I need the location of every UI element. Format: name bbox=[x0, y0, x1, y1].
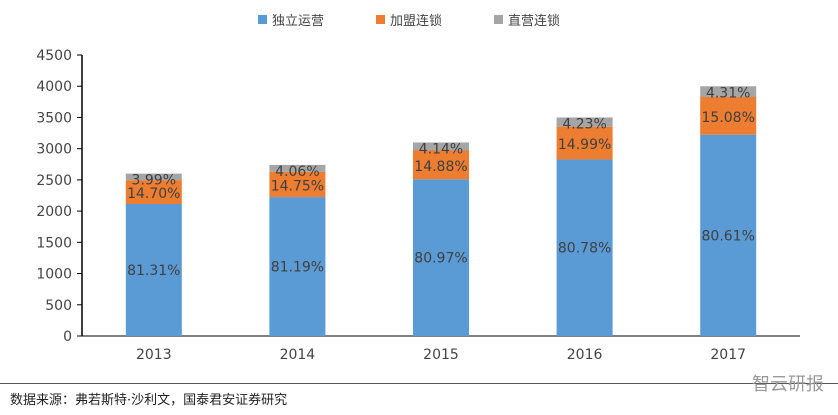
bar-segment bbox=[269, 164, 326, 172]
bar-segment bbox=[413, 142, 469, 151]
data-label: 81.31% bbox=[127, 263, 180, 279]
y-tick-label: 3500 bbox=[36, 110, 72, 126]
x-tick-label: 2014 bbox=[280, 347, 316, 363]
y-tick-label: 1000 bbox=[36, 267, 72, 283]
legend-swatch bbox=[376, 15, 385, 24]
legend-label: 直营连锁 bbox=[508, 13, 560, 29]
bar-segment bbox=[700, 134, 757, 336]
watermark: 智云研报 bbox=[752, 374, 824, 395]
footer-divider bbox=[0, 383, 838, 384]
y-tick-label: 3000 bbox=[36, 142, 72, 158]
y-tick-label: 1500 bbox=[36, 235, 72, 251]
y-tick-label: 4500 bbox=[36, 48, 72, 64]
bar-segment bbox=[269, 197, 326, 336]
data-label: 14.70% bbox=[127, 186, 180, 202]
bar-segment bbox=[125, 180, 182, 204]
data-label: 3.99% bbox=[132, 173, 176, 189]
bar-segment bbox=[556, 126, 613, 160]
data-label: 14.88% bbox=[414, 159, 467, 175]
y-tick-label: 4000 bbox=[36, 79, 72, 95]
source-note: 数据来源：弗若斯特·沙利文，国泰君安证券研究 bbox=[10, 393, 288, 408]
x-tick-label: 2017 bbox=[710, 347, 746, 363]
data-label: 81.19% bbox=[271, 260, 324, 276]
bar-segment bbox=[556, 159, 613, 336]
data-label: 4.14% bbox=[419, 141, 463, 157]
bar-segment bbox=[125, 173, 182, 181]
data-label: 4.06% bbox=[275, 164, 319, 180]
data-label: 80.78% bbox=[558, 241, 611, 257]
legend-label: 独立运营 bbox=[272, 14, 324, 29]
bar-segment bbox=[556, 117, 613, 127]
x-tick-label: 2013 bbox=[136, 347, 172, 363]
data-label: 15.08% bbox=[702, 110, 755, 126]
legend-label: 加盟连锁 bbox=[390, 13, 442, 29]
data-label: 14.75% bbox=[271, 178, 324, 194]
data-label: 4.31% bbox=[706, 85, 750, 101]
legend-swatch bbox=[258, 15, 267, 24]
x-tick-label: 2015 bbox=[423, 347, 459, 363]
y-tick-label: 500 bbox=[45, 298, 72, 314]
data-label: 80.61% bbox=[702, 228, 755, 244]
y-tick-label: 2000 bbox=[36, 204, 72, 220]
x-tick-label: 2016 bbox=[567, 347, 603, 363]
stacked-bar-chart: 0 500 1000 1500 2000 2500 3000 3500 4000 4500 2013… bbox=[36, 13, 800, 363]
bar-segment bbox=[269, 171, 326, 198]
bar-segment bbox=[413, 150, 469, 180]
y-tick-label: 0 bbox=[63, 329, 72, 345]
bar-segment bbox=[700, 97, 757, 135]
data-label: 80.97% bbox=[414, 251, 467, 267]
data-label: 4.23% bbox=[562, 116, 606, 132]
legend-swatch bbox=[494, 15, 503, 24]
y-tick-label: 2500 bbox=[36, 173, 72, 189]
bar-segment bbox=[413, 179, 469, 336]
bar-segment bbox=[700, 86, 757, 98]
data-label: 14.99% bbox=[558, 137, 611, 153]
bar-segment bbox=[125, 203, 182, 336]
